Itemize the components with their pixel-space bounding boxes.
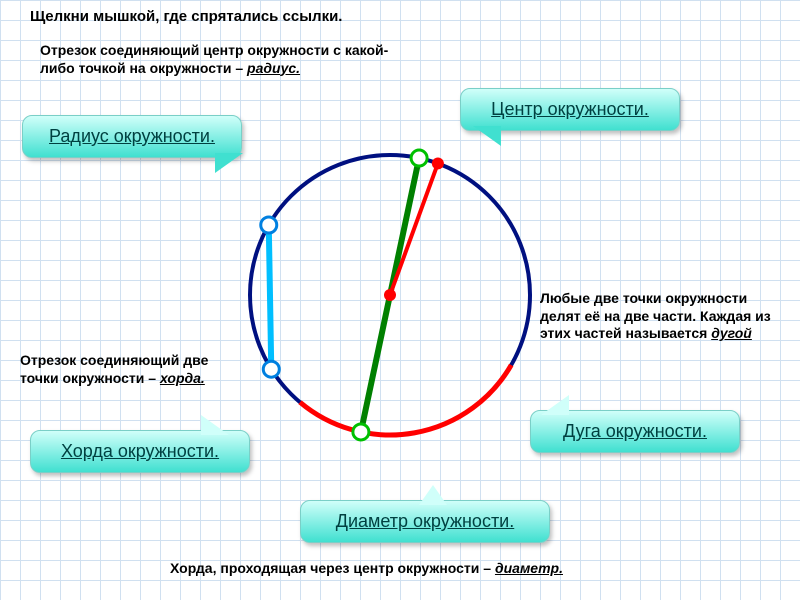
instruction-text: Щелкни мышкой, где спрятались ссылки. xyxy=(30,8,342,25)
definition-diameter-term: диаметр. xyxy=(495,560,563,576)
definition-arc: Любые две точки окружности делят её на д… xyxy=(540,290,780,343)
radius-endpoint-marker xyxy=(432,157,444,169)
link-diameter[interactable]: Диаметр окружности. xyxy=(300,500,550,543)
diameter-endpoint-marker xyxy=(353,424,369,440)
chord-endpoint-marker xyxy=(263,361,279,377)
circle-diagram xyxy=(240,145,540,445)
definition-chord-term: хорда. xyxy=(160,370,205,386)
center-marker xyxy=(384,289,396,301)
definition-radius-term: радиус. xyxy=(247,60,300,76)
chord-endpoint-marker xyxy=(261,217,277,233)
circle-arc xyxy=(300,365,511,435)
link-center[interactable]: Центр окружности. xyxy=(460,88,680,131)
link-chord[interactable]: Хорда окружности. xyxy=(30,430,250,473)
definition-radius-pre: Отрезок соединяющий центр окружности с к… xyxy=(40,42,388,76)
definition-diameter: Хорда, проходящая через центр окружности… xyxy=(170,560,570,578)
definition-arc-term: дугой xyxy=(711,325,752,341)
diameter-endpoint-marker xyxy=(411,150,427,166)
definition-radius: Отрезок соединяющий центр окружности с к… xyxy=(40,42,400,77)
definition-diameter-pre: Хорда, проходящая через центр окружности… xyxy=(170,560,495,576)
chord-line xyxy=(269,225,272,369)
link-arc[interactable]: Дуга окружности. xyxy=(530,410,740,453)
definition-chord: Отрезок соединяющий две точки окружности… xyxy=(20,352,240,387)
link-radius[interactable]: Радиус окружности. xyxy=(22,115,242,158)
